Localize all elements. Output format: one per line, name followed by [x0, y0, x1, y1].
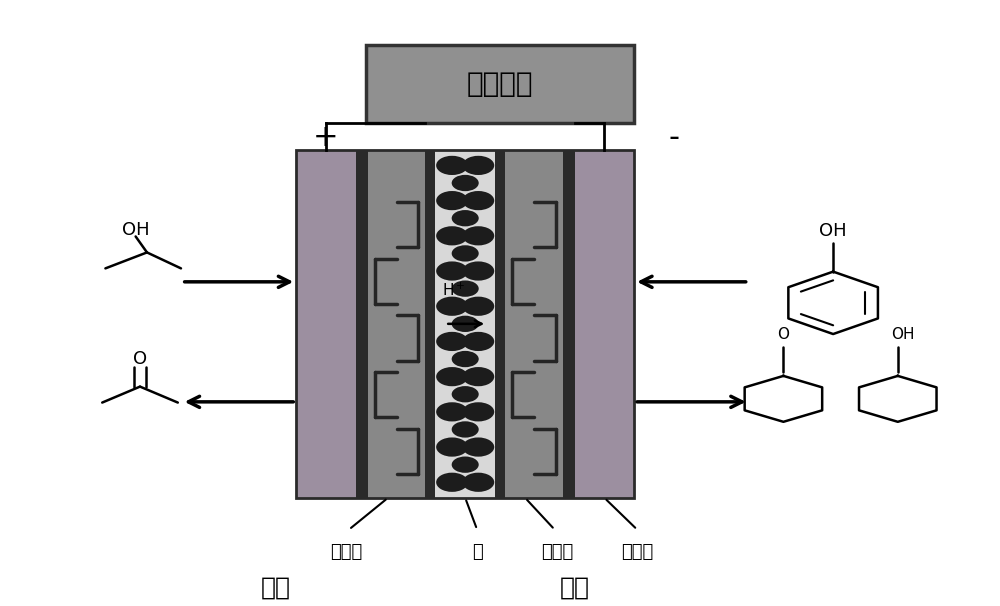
Circle shape — [462, 191, 494, 210]
Circle shape — [436, 438, 468, 457]
Text: -: - — [669, 123, 680, 152]
Circle shape — [462, 402, 494, 421]
Text: OH: OH — [819, 222, 847, 240]
Circle shape — [436, 402, 468, 421]
Text: +: + — [313, 123, 339, 152]
Circle shape — [452, 316, 479, 332]
Bar — [296, 150, 634, 498]
Circle shape — [436, 473, 468, 492]
Text: O: O — [133, 350, 147, 368]
Text: 扩散层: 扩散层 — [621, 543, 653, 561]
Circle shape — [452, 175, 479, 191]
Bar — [366, 45, 634, 123]
Bar — [563, 150, 575, 498]
Circle shape — [462, 226, 494, 245]
Circle shape — [452, 386, 479, 402]
Circle shape — [462, 473, 494, 492]
Bar — [435, 150, 495, 498]
Circle shape — [436, 332, 468, 351]
Text: 阴极: 阴极 — [560, 576, 590, 600]
Circle shape — [436, 191, 468, 210]
Circle shape — [452, 245, 479, 262]
Text: O: O — [777, 327, 789, 342]
Circle shape — [462, 332, 494, 351]
Circle shape — [452, 351, 479, 367]
Bar — [356, 150, 368, 498]
Circle shape — [462, 367, 494, 386]
Bar — [575, 150, 634, 498]
Circle shape — [452, 421, 479, 438]
Text: H$^+$: H$^+$ — [442, 282, 465, 299]
Text: 膜: 膜 — [472, 543, 483, 561]
Circle shape — [436, 156, 468, 175]
Circle shape — [452, 456, 479, 473]
Text: OH: OH — [891, 327, 915, 342]
Text: 直流电源: 直流电源 — [467, 70, 533, 98]
Circle shape — [436, 296, 468, 316]
Text: OH: OH — [122, 221, 149, 239]
Bar — [296, 150, 356, 498]
Circle shape — [436, 226, 468, 245]
Text: 催化层: 催化层 — [542, 543, 574, 561]
Circle shape — [452, 281, 479, 297]
Circle shape — [462, 438, 494, 457]
Text: 微孔层: 微孔层 — [330, 543, 362, 561]
Bar — [425, 150, 435, 498]
Circle shape — [452, 210, 479, 227]
Circle shape — [436, 261, 468, 281]
Text: 阳极: 阳极 — [261, 576, 291, 600]
Circle shape — [462, 156, 494, 175]
Bar — [505, 150, 563, 498]
Circle shape — [436, 367, 468, 386]
Bar — [368, 150, 425, 498]
Bar — [495, 150, 505, 498]
Circle shape — [462, 296, 494, 316]
Circle shape — [462, 261, 494, 281]
